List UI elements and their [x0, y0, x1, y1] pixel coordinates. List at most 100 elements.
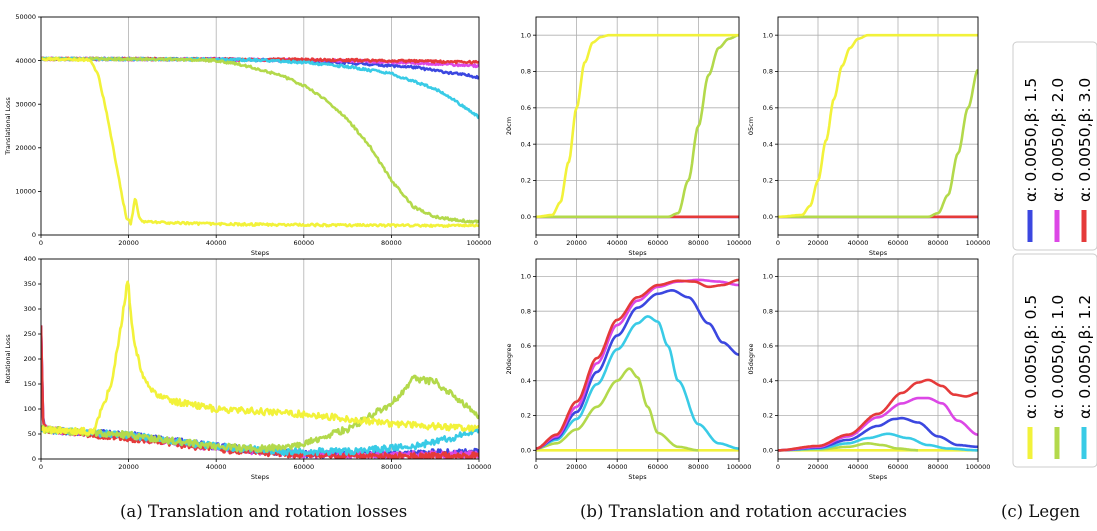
legend-label-a0050_b20: α: 0.0050,β: 2.0 [1049, 78, 1067, 202]
series-line-a0050_b10 [536, 35, 739, 217]
panel-acc_05deg: 0 20000 40000 60000 80000 1000000.00.20.40.60… [747, 259, 990, 481]
series-line-a0050_b05 [41, 58, 479, 227]
y-tick-label: 0.6 [763, 104, 773, 112]
x-tick-label: 20000 [118, 239, 139, 247]
y-tick-label: 0.2 [521, 412, 531, 420]
plot-frame [41, 259, 479, 459]
y-axis-label: 05degree [747, 343, 755, 374]
y-tick-label: 200 [24, 355, 36, 363]
figure-canvas: 0 20000 40000 60000 80000 1000000100002000030… [0, 0, 1097, 500]
caption-a: (a) Translation and rotation losses [120, 502, 407, 521]
y-tick-label: 0.0 [521, 447, 531, 455]
y-tick-label: 0.8 [763, 68, 773, 76]
y-tick-label: 10000 [15, 188, 36, 196]
legend-top: α: 0.0050,β: 1.5 α: 0.0050,β: 2.0 α: 0.005… [1013, 42, 1097, 250]
y-tick-label: 0.2 [763, 177, 773, 185]
panel-trans_loss: 0 20000 40000 60000 80000 100000 0 10000 20000 30… [4, 13, 491, 257]
y-tick-label: 50000 [15, 13, 36, 21]
x-tick-label: 20000 [566, 239, 587, 247]
x-tick-label: 0 [534, 463, 538, 471]
y-tick-label: 150 [24, 380, 36, 388]
x-axis-label: Steps [869, 473, 888, 481]
y-tick-label: 1.0 [521, 31, 531, 39]
x-tick-label: 20000 [118, 463, 139, 471]
x-tick-label: 0 [534, 239, 538, 247]
y-tick-label: 1.0 [763, 31, 773, 39]
y-tick-label: 0.8 [763, 307, 773, 315]
y-tick-label: 400 [24, 255, 36, 263]
x-tick-label: 40000 [848, 463, 869, 471]
x-tick-label: 80000 [928, 463, 949, 471]
x-tick-label: 60000 [293, 239, 314, 247]
legend-bottom: α: 0.0050,β: 0.5 α: 0.0050,β: 1.0 α: 0.005… [1013, 254, 1097, 467]
y-tick-label: 0.0 [763, 447, 773, 455]
x-tick-label: 80000 [928, 239, 949, 247]
y-tick-label: 250 [24, 330, 36, 338]
y-tick-label: 0.4 [521, 140, 531, 148]
x-tick-label: 20000 [566, 463, 587, 471]
y-axis-label: 05cm [747, 117, 755, 135]
y-tick-label: 0.4 [763, 140, 773, 148]
caption-c: (c) Legen [1001, 502, 1080, 521]
x-tick-label: 100000 [966, 239, 991, 247]
panel-acc_20deg: 0 20000 40000 60000 80000 1000000.00.20.40.60… [505, 259, 751, 481]
x-axis-label: Steps [628, 473, 647, 481]
y-tick-label: 0.0 [521, 213, 531, 221]
x-tick-label: 40000 [206, 239, 227, 247]
y-tick-label: 0.8 [521, 307, 531, 315]
y-tick-label: 50 [28, 430, 36, 438]
legend-label-a0050_b05: α: 0.0050,β: 0.5 [1022, 295, 1040, 419]
x-tick-label: 100000 [966, 463, 991, 471]
y-axis-label: 20cm [505, 117, 513, 135]
legend-label-a0050_b12: α: 0.0050,β: 1.2 [1076, 295, 1094, 419]
x-tick-label: 40000 [607, 463, 628, 471]
x-axis-label: Steps [628, 249, 647, 257]
series-line-a0050_b05 [536, 35, 739, 217]
x-axis-label: Steps [251, 249, 270, 257]
y-tick-label: 0.6 [521, 342, 531, 350]
y-axis-label: Rotational Loss [4, 334, 12, 384]
y-tick-label: 1.0 [763, 273, 773, 281]
plot-frame [778, 259, 978, 459]
x-tick-label: 0 [776, 239, 780, 247]
x-tick-label: 60000 [888, 239, 909, 247]
panel-acc_05cm: 0 20000 40000 60000 80000 100000 0.0 0.2 0.4 0.6 0… [747, 17, 990, 257]
legend-label-a0050_b10: α: 0.0050,β: 1.0 [1049, 295, 1067, 419]
x-tick-label: 80000 [381, 463, 402, 471]
y-tick-label: 0 [32, 455, 36, 463]
x-axis-label: Steps [869, 249, 888, 257]
y-tick-label: 0.4 [521, 377, 531, 385]
x-tick-label: 40000 [848, 239, 869, 247]
x-tick-label: 0 [39, 463, 43, 471]
x-tick-label: 60000 [888, 463, 909, 471]
y-tick-label: 30000 [15, 100, 36, 108]
y-tick-label: 350 [24, 280, 36, 288]
y-tick-label: 100 [24, 405, 36, 413]
panel-acc_20cm: 0 20000 40000 60000 80000 100000 0.0 0.2 0.4 0.6 0… [505, 17, 751, 257]
x-tick-label: 100000 [467, 239, 492, 247]
y-tick-label: 0.4 [763, 377, 773, 385]
x-tick-label: 80000 [688, 239, 709, 247]
plot-frame [778, 17, 978, 235]
series-line-a0050_b10 [778, 70, 978, 217]
x-tick-label: 80000 [381, 239, 402, 247]
x-tick-label: 100000 [727, 239, 752, 247]
legend-label-a0050_b30: α: 0.0050,β: 3.0 [1076, 78, 1094, 202]
y-tick-label: 0.0 [763, 213, 773, 221]
x-tick-label: 80000 [688, 463, 709, 471]
y-tick-label: 0.6 [763, 342, 773, 350]
plot-frame [41, 17, 479, 235]
y-tick-label: 300 [24, 305, 36, 313]
y-tick-label: 0.8 [521, 68, 531, 76]
x-tick-label: 40000 [206, 463, 227, 471]
y-tick-label: 0 [32, 231, 36, 239]
x-axis-label: Steps [251, 473, 270, 481]
y-tick-label: 1.0 [521, 273, 531, 281]
series-line-a0050_b05 [778, 35, 978, 217]
series-line-a0050_b12 [536, 316, 739, 448]
x-tick-label: 0 [776, 463, 780, 471]
x-tick-label: 100000 [467, 463, 492, 471]
x-tick-label: 0 [39, 239, 43, 247]
series-line-a0050_b05 [41, 282, 479, 435]
y-tick-label: 20000 [15, 144, 36, 152]
